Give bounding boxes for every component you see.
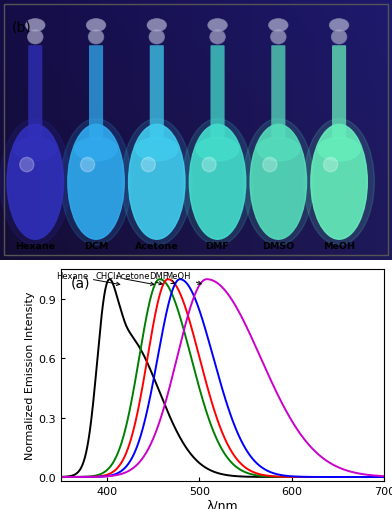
FancyBboxPatch shape: [89, 46, 103, 140]
FancyBboxPatch shape: [150, 46, 164, 140]
Ellipse shape: [88, 31, 104, 45]
Ellipse shape: [318, 138, 360, 161]
Text: MeOH: MeOH: [323, 242, 355, 251]
Ellipse shape: [263, 158, 277, 173]
FancyBboxPatch shape: [271, 46, 285, 140]
Ellipse shape: [136, 138, 178, 161]
Circle shape: [147, 19, 167, 33]
Ellipse shape: [210, 31, 225, 45]
Ellipse shape: [257, 138, 299, 161]
Ellipse shape: [250, 125, 307, 240]
Ellipse shape: [323, 158, 338, 173]
Circle shape: [329, 19, 349, 33]
Text: DCM: DCM: [84, 242, 108, 251]
Ellipse shape: [75, 138, 117, 161]
Ellipse shape: [149, 31, 165, 45]
Ellipse shape: [331, 31, 347, 45]
Text: Hexane: Hexane: [15, 242, 55, 251]
Ellipse shape: [243, 119, 314, 245]
Ellipse shape: [61, 119, 131, 245]
Text: DMSO: DMSO: [262, 242, 294, 251]
Circle shape: [269, 19, 288, 33]
Circle shape: [86, 19, 106, 33]
Ellipse shape: [122, 119, 192, 245]
Ellipse shape: [27, 31, 43, 45]
FancyBboxPatch shape: [28, 46, 42, 140]
Ellipse shape: [270, 31, 286, 45]
Ellipse shape: [20, 158, 34, 173]
Ellipse shape: [202, 158, 216, 173]
Text: Hexane: Hexane: [56, 272, 120, 286]
Ellipse shape: [311, 125, 367, 240]
Ellipse shape: [304, 119, 374, 245]
X-axis label: λ/nm: λ/nm: [207, 499, 238, 509]
Ellipse shape: [182, 119, 253, 245]
Ellipse shape: [0, 119, 71, 245]
Y-axis label: Normalized Emission Intensity: Normalized Emission Intensity: [25, 291, 35, 460]
Text: MeOH: MeOH: [165, 272, 201, 285]
Text: DMF: DMF: [206, 242, 229, 251]
Ellipse shape: [141, 158, 155, 173]
Ellipse shape: [68, 125, 124, 240]
FancyBboxPatch shape: [332, 46, 346, 140]
Ellipse shape: [129, 125, 185, 240]
FancyBboxPatch shape: [211, 46, 225, 140]
Text: CHCl₃: CHCl₃: [95, 272, 154, 286]
Text: (a): (a): [71, 276, 90, 290]
Ellipse shape: [189, 125, 246, 240]
Circle shape: [25, 19, 45, 33]
Text: DMF: DMF: [149, 272, 174, 284]
Ellipse shape: [80, 158, 94, 173]
Circle shape: [208, 19, 227, 33]
Ellipse shape: [7, 125, 64, 240]
Ellipse shape: [14, 138, 56, 161]
Ellipse shape: [196, 138, 239, 161]
Text: (b): (b): [12, 21, 31, 35]
Text: Acetone: Acetone: [135, 242, 179, 251]
Text: Acetone: Acetone: [116, 272, 162, 285]
